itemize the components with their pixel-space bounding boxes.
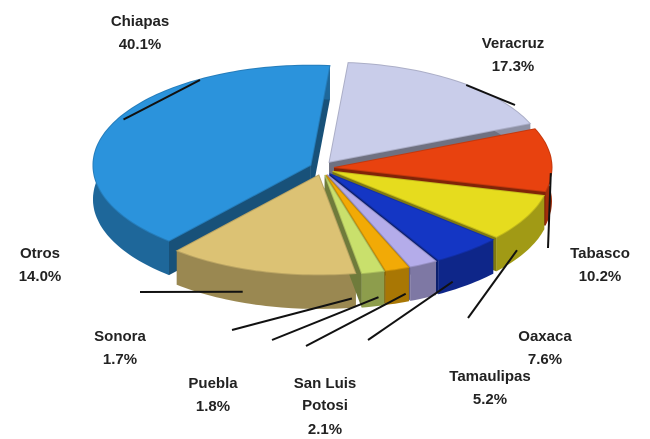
- slice-wall: [361, 271, 385, 308]
- leader-line: [123, 79, 201, 121]
- slice-label: Tamaulipas: [449, 368, 530, 385]
- slice: [332, 170, 546, 238]
- slice-label: Otros: [20, 245, 60, 262]
- slice-value-label: 40.1%: [119, 36, 162, 53]
- slice-value-label: 7.6%: [528, 351, 562, 368]
- slice-wall: [410, 261, 436, 301]
- slice-label: Veracruz: [482, 35, 545, 52]
- leader-line: [367, 280, 454, 341]
- slice: [329, 173, 495, 261]
- leader-line: [465, 84, 516, 106]
- slice-label: San Luis Potosi: [294, 375, 357, 414]
- slice-label: Chiapas: [111, 13, 169, 30]
- slice: [92, 64, 331, 242]
- slice-value-label: 14.0%: [19, 268, 62, 285]
- slice-label: Sonora: [94, 328, 146, 345]
- slice: [175, 174, 357, 276]
- leader-line: [467, 249, 518, 319]
- slice-value-label: 5.2%: [473, 391, 507, 408]
- slice: [324, 174, 386, 275]
- label-line: Potosi: [302, 397, 348, 414]
- slice: [333, 128, 553, 193]
- slice-wall: [176, 250, 356, 309]
- slice-value-label: 2.1%: [308, 421, 342, 438]
- slice-value-label: 1.7%: [103, 351, 137, 368]
- label-line: San Luis: [294, 375, 357, 392]
- slice-value-label: 1.8%: [196, 398, 230, 415]
- slice: [326, 174, 438, 268]
- slice-value-label: 10.2%: [579, 268, 622, 285]
- slice: [328, 62, 532, 163]
- slice-label: Puebla: [188, 375, 238, 392]
- leader-line: [271, 296, 379, 341]
- slice-label: Tabasco: [570, 245, 630, 262]
- slice: [325, 174, 410, 272]
- slice-wall: [496, 195, 545, 272]
- leader-line: [231, 297, 353, 331]
- leader-line: [305, 292, 407, 347]
- slice-value-label: 17.3%: [492, 58, 535, 75]
- slice-wall: [438, 239, 494, 295]
- slice-label: Oaxaca: [518, 328, 572, 345]
- leader-line: [547, 173, 552, 249]
